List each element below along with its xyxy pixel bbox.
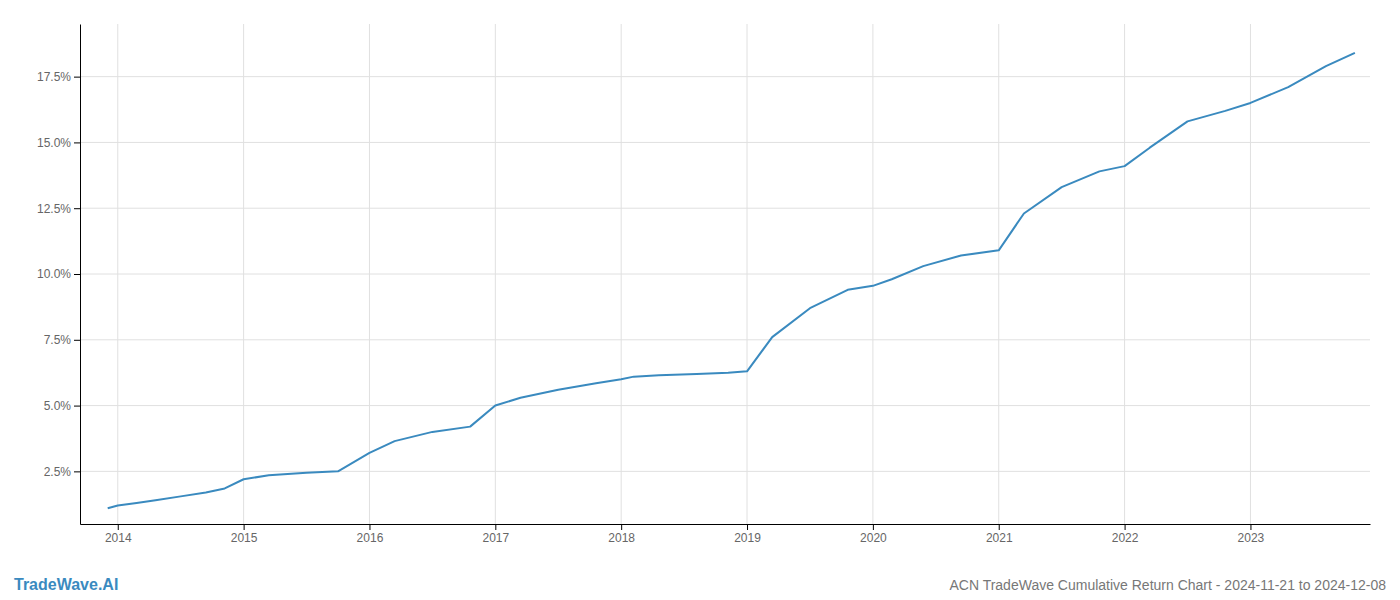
x-axis-tick: 2021 [986, 524, 1013, 545]
y-axis-tick-label: 7.5% [44, 333, 72, 347]
x-axis-tick-label: 2015 [231, 531, 258, 545]
x-axis-tick-mark [369, 524, 370, 530]
line [108, 53, 1355, 508]
x-axis-tick: 2015 [231, 524, 258, 545]
chart: 2014 2015 2016 2017 2018 2019 2020 2021 2022 2023… [0, 0, 1400, 600]
y-axis-tick: 12.5% [37, 202, 80, 216]
y-axis-tick-label: 5.0% [44, 399, 72, 413]
y-axis-tick-mark [74, 274, 80, 275]
x-axis-tick-label: 2016 [357, 531, 384, 545]
x-axis-tick: 2019 [734, 524, 761, 545]
x-axis-tick-label: 2018 [608, 531, 635, 545]
y-axis-tick: 10.0% [37, 267, 80, 281]
x-axis-tick: 2018 [608, 524, 635, 545]
x-axis-tick-mark [1125, 524, 1126, 530]
series-group [108, 53, 1355, 508]
grid-line-y [80, 405, 1370, 406]
x-axis-tick-label: 2014 [105, 531, 132, 545]
plot-area: 2014 2015 2016 2017 2018 2019 2020 2021 2022 2023… [37, 24, 1371, 545]
watermark: TradeWave.AI [14, 576, 118, 593]
grid-line-y [80, 339, 1370, 340]
x-axis-line [81, 524, 1371, 525]
grid-line-y [80, 142, 1370, 143]
x-axis-tick-mark [495, 524, 496, 530]
x-axis-tick-label: 2023 [1238, 531, 1265, 545]
y-axis-tick: 15.0% [37, 136, 80, 150]
x-axis-tick-mark [1250, 524, 1251, 530]
x-axis-tick: 2022 [1112, 524, 1139, 545]
y-axis: 2.5% 5.0% 7.5% 10.0% 12.5% 15.0% 17.5% [37, 25, 81, 525]
x-axis-tick: 2023 [1238, 524, 1265, 545]
y-axis-tick-mark [74, 340, 80, 341]
y-axis-tick: 5.0% [44, 399, 80, 413]
y-axis-tick-mark [74, 471, 80, 472]
x-axis-tick-mark [244, 524, 245, 530]
y-axis-tick-label: 10.0% [37, 267, 71, 281]
grid [80, 24, 1370, 524]
x-axis: 2014 2015 2016 2017 2018 2019 2020 2021 2022 2023 [81, 524, 1371, 545]
grid-line-y [80, 471, 1370, 472]
grid-line-y [80, 274, 1370, 275]
x-axis-tick-mark [873, 524, 874, 530]
y-axis-tick: 7.5% [44, 333, 80, 347]
y-axis-tick: 17.5% [37, 70, 80, 84]
x-axis-tick-label: 2021 [986, 531, 1013, 545]
grid-line-y [80, 208, 1370, 209]
x-axis-tick-label: 2019 [734, 531, 761, 545]
y-axis-tick-mark [74, 77, 80, 78]
x-axis-tick: 2020 [860, 524, 887, 545]
x-axis-tick: 2017 [482, 524, 509, 545]
x-axis-tick: 2016 [357, 524, 384, 545]
x-axis-tick-mark [747, 524, 748, 530]
x-axis-tick-mark [999, 524, 1000, 530]
x-axis-tick-mark [118, 524, 119, 530]
y-axis-tick-mark [74, 406, 80, 407]
y-axis-tick-mark [74, 208, 80, 209]
title: ACN TradeWave Cumulative Return Chart - … [949, 577, 1386, 593]
x-axis-tick-label: 2022 [1112, 531, 1139, 545]
y-axis-tick-label: 17.5% [37, 70, 71, 84]
y-axis-tick-mark [74, 142, 80, 143]
grid-line-y [80, 76, 1370, 77]
y-axis-tick: 2.5% [44, 465, 80, 479]
y-axis-tick-label: 2.5% [44, 465, 72, 479]
y-axis-tick-label: 15.0% [37, 136, 71, 150]
x-axis-tick: 2014 [105, 524, 132, 545]
y-axis-line [80, 25, 81, 525]
y-axis-tick-label: 12.5% [37, 202, 71, 216]
x-axis-tick-mark [621, 524, 622, 530]
x-axis-tick-label: 2017 [482, 531, 509, 545]
x-axis-tick-label: 2020 [860, 531, 887, 545]
